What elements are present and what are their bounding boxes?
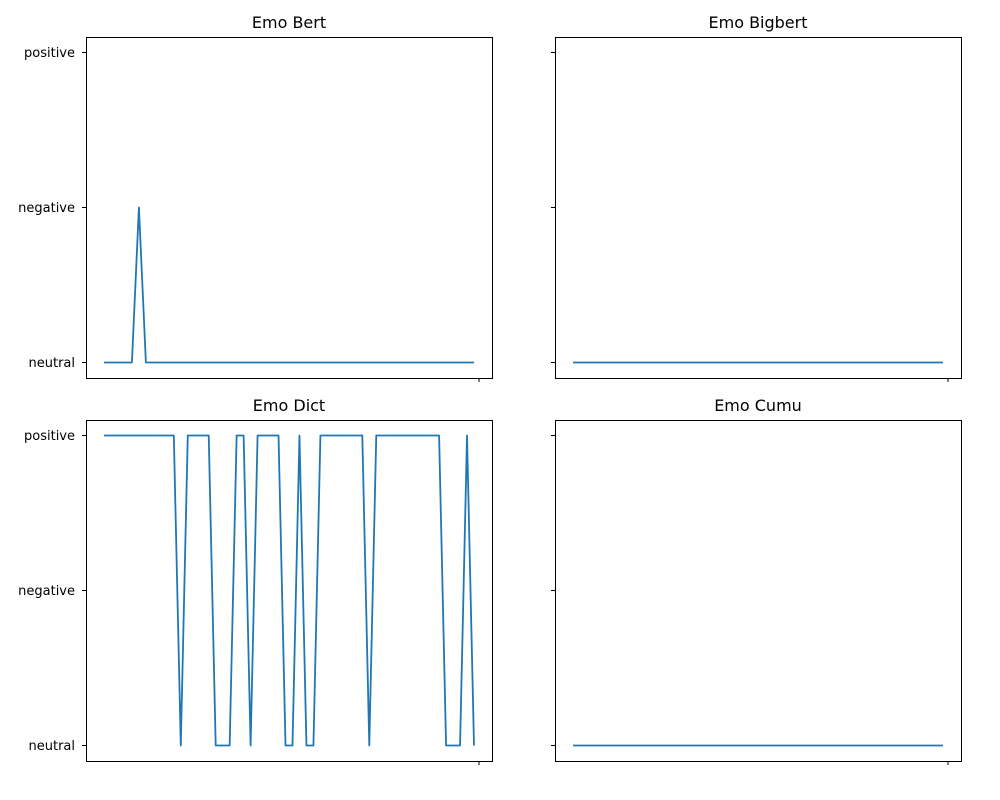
y-tick-label: negative [18,201,75,216]
subplot-emo-bert: Emo Bert neutral negative positive [18,13,493,382]
plot-area-frame [86,420,493,762]
y-tick-label: neutral [29,739,76,754]
subplot-title: Emo Dict [253,396,325,415]
subplot-title: Emo Cumu [714,396,802,415]
series-line [104,434,475,747]
plot-area-frame [555,37,962,379]
y-tick-label: positive [24,429,75,444]
subplot-emo-cumu: Emo Cumu [551,396,962,765]
subplot-title: Emo Bert [252,13,326,32]
subplot-emo-dict: Emo Dict neutral negative positive [18,396,493,765]
plot-area-frame [86,37,493,379]
y-tick-label: negative [18,584,75,599]
subplot-title: Emo Bigbert [709,13,808,32]
y-tick-label: positive [24,46,75,61]
plot-area-frame [555,420,962,762]
y-tick-label: neutral [29,356,76,371]
series-line [104,206,474,364]
subplot-emo-bigbert: Emo Bigbert [551,13,962,382]
